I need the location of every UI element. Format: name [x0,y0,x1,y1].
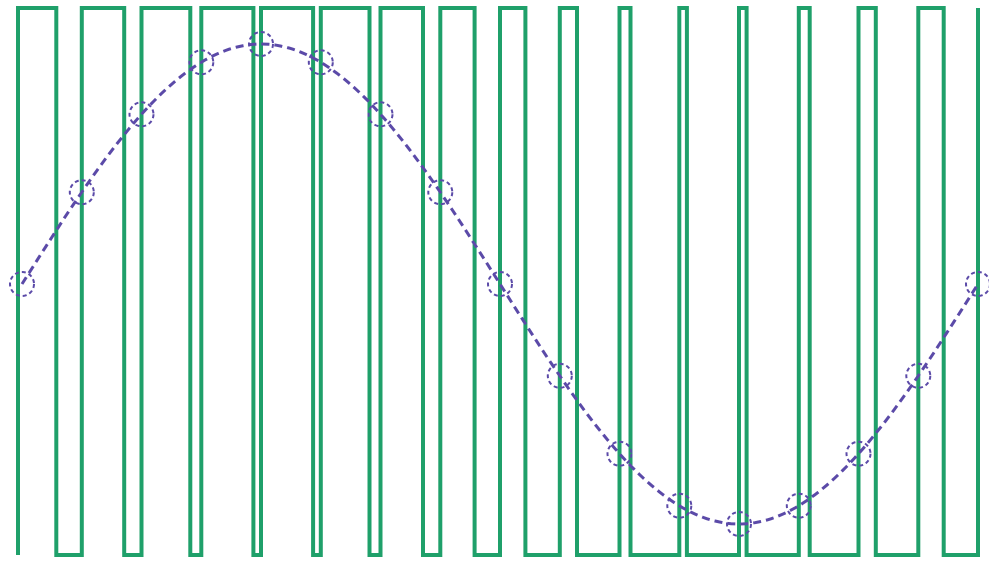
pwm-signal [16,6,980,557]
sample-marker [188,49,215,76]
sample-marker [905,362,932,389]
sample-markers [9,31,989,537]
sample-marker [785,492,812,519]
sample-marker [9,271,35,297]
sine-reference [20,42,980,526]
sample-marker [845,440,872,467]
sample-marker [367,101,394,128]
sample-marker [606,440,633,467]
sample-marker [666,492,693,519]
sample-marker [487,271,513,297]
sample-marker [965,271,989,297]
sample-marker [427,179,454,206]
pwm-waveform [16,6,980,557]
sample-marker [726,511,752,537]
sine-curve [20,42,980,526]
sample-marker [546,362,573,389]
sample-marker [248,31,274,57]
sample-marker [307,49,334,76]
sample-marker [128,101,155,128]
sample-marker [68,179,95,206]
